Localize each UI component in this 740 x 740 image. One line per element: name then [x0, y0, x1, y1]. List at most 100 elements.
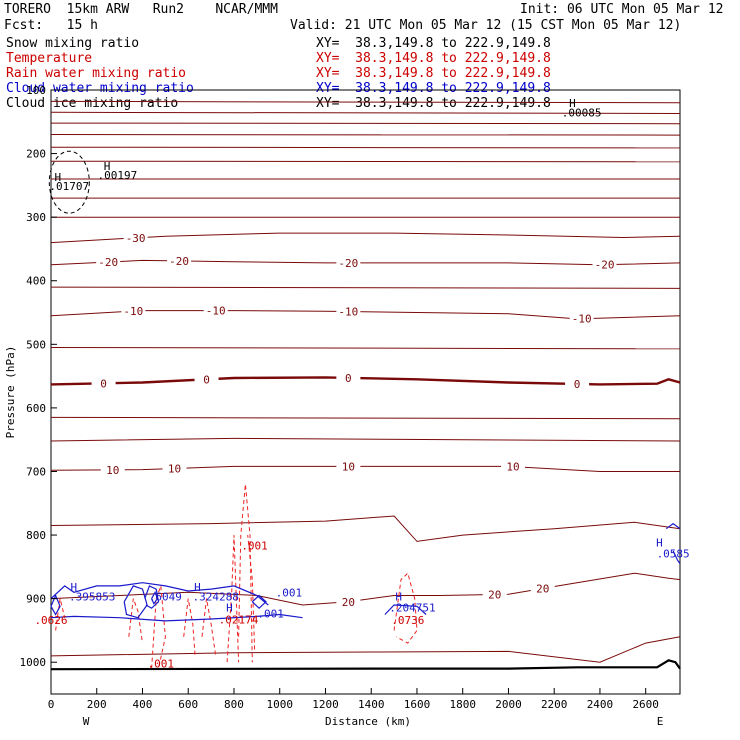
cloud-water-label: H: [194, 581, 201, 594]
x-axis-label: Distance (km): [325, 715, 411, 728]
cloud-water-label: .001: [276, 587, 303, 600]
rain-label: .0626: [34, 614, 67, 627]
isotherm: [50, 286, 681, 289]
legend-rain: Rain water mixing ratio: [6, 66, 187, 81]
isotherm: [50, 146, 681, 149]
legend-snow: Snow mixing ratio: [6, 36, 140, 51]
x-tick-label: 1000: [266, 698, 293, 711]
rain-contour: [201, 598, 217, 656]
isotherm-label-bg: [336, 460, 361, 472]
terrain-line: [50, 659, 681, 671]
isotherm-label-bg: [123, 231, 148, 243]
cloud-water-contour: [151, 590, 159, 605]
isotherm-label: -30: [126, 232, 146, 245]
isotherm-label-bg: [162, 462, 187, 474]
rain-contour: [55, 598, 66, 631]
legend-temperature: Temperature: [6, 51, 93, 66]
isotherm: [50, 134, 681, 136]
snow-label: .00197: [97, 169, 137, 182]
isotherm-labeled: [50, 232, 681, 244]
isotherm-label: 10: [106, 464, 119, 477]
y-tick-label: 900: [26, 593, 46, 606]
x-tick-label: 200: [87, 698, 107, 711]
isotherm-labeled: [50, 376, 681, 386]
isotherm: [50, 122, 681, 125]
cloud-water-label: .395853: [69, 591, 115, 604]
isotherm-label: -10: [123, 305, 143, 318]
cloud-water-contour: [50, 582, 269, 606]
legend-cloud-ice-xy: XY= 38.3,149.8 to 222.9,149.8: [316, 96, 551, 111]
isotherm-label: 0: [345, 372, 352, 385]
rain-contour: [238, 484, 253, 663]
snow-label: H: [55, 171, 62, 184]
isotherm-label-bg: [91, 377, 116, 389]
init-time: Init: 06 UTC Mon 05 Mar 12: [520, 2, 724, 17]
legend-temperature-xy: XY= 38.3,149.8 to 222.9,149.8: [316, 51, 551, 66]
isotherm-label: -10: [206, 305, 226, 318]
rain-contour: [226, 535, 240, 663]
legend-cloud-ice: Cloud ice mixing ratio: [6, 96, 179, 111]
isotherm: [50, 347, 681, 350]
isotherm-label: 20: [488, 588, 501, 601]
rain-label: .001: [148, 657, 175, 670]
snow-label: H: [104, 160, 111, 173]
x-tick-label: 2400: [587, 698, 614, 711]
isotherm: [50, 100, 681, 104]
rain-contour: [183, 598, 196, 656]
y-tick-label: 100: [26, 84, 46, 97]
cloud-water-contour: [672, 550, 681, 565]
y-tick-label: 700: [26, 465, 46, 478]
rain-contour: [247, 535, 256, 650]
cloud-water-label: .204751: [389, 601, 435, 614]
rain-label: .001: [241, 540, 268, 553]
model-title: TORERO 15km ARW Run2 NCAR/MMM: [4, 2, 278, 17]
snow-label: .01707: [49, 180, 89, 193]
isotherm-label-bg: [336, 256, 361, 268]
isotherm-labeled: [50, 259, 681, 266]
x-tick-label: 0: [48, 698, 55, 711]
isotherm-label: -10: [338, 306, 358, 319]
y-tick-label: 1000: [20, 656, 47, 669]
x-end-label-east: E: [657, 715, 664, 728]
cloud-water-contour: [144, 585, 160, 609]
rain-contour: [393, 572, 418, 644]
x-tick-label: 1600: [404, 698, 431, 711]
isotherm-label-bg: [100, 463, 125, 475]
x-tick-label: 2200: [541, 698, 568, 711]
snow-label: H: [569, 97, 576, 110]
isotherm-label-bg: [96, 256, 121, 268]
legend-snow-xy: XY= 38.3,149.8 to 222.9,149.8: [316, 36, 551, 51]
legend-cloud-water-xy: XY= 38.3,149.8 to 222.9,149.8: [316, 81, 551, 96]
y-tick-label: 600: [26, 402, 46, 415]
cloud-water-label: .0585: [657, 547, 690, 560]
isotherm: [50, 636, 681, 663]
rain-label: .02174: [219, 613, 259, 626]
isotherm-label: 0: [203, 373, 210, 386]
isotherm-label: -20: [98, 256, 118, 269]
y-tick-label: 400: [26, 275, 46, 288]
rain-contour: [128, 598, 143, 644]
x-tick-label: 800: [224, 698, 244, 711]
isotherm-labeled: [50, 572, 681, 606]
x-tick-label: 2000: [495, 698, 522, 711]
cloud-water-contour: [50, 613, 303, 622]
isotherm-label-bg: [167, 254, 192, 266]
isotherm-label: -10: [572, 313, 592, 326]
snow-contour: [48, 150, 90, 214]
rain-label: .0736: [391, 614, 424, 627]
x-tick-label: 1200: [312, 698, 339, 711]
snow-label: .00085: [562, 107, 602, 120]
plot-frame: [50, 89, 681, 695]
cloud-water-contour: [123, 585, 148, 619]
isotherm-label-bg: [569, 312, 594, 324]
isotherm-label-bg: [121, 305, 146, 317]
isotherm-label: -20: [595, 259, 615, 272]
cloud-water-label: H: [226, 601, 233, 614]
isotherm: [50, 515, 681, 542]
cloud-water-label: H: [395, 591, 402, 604]
isotherm-label-bg: [530, 582, 555, 594]
isotherm-labeled: [50, 310, 681, 320]
cloud-water-label: H: [656, 536, 663, 549]
isotherm-label-bg: [194, 373, 219, 385]
isotherm-label-bg: [501, 460, 526, 472]
